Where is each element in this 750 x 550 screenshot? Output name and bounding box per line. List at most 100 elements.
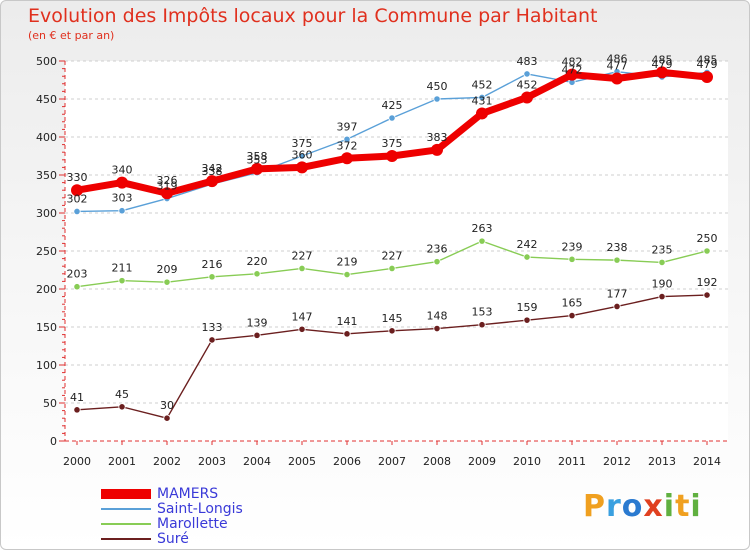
data-point-saint-longis (118, 207, 126, 215)
data-point-sur- (163, 414, 171, 422)
legend-swatch-mamers (101, 489, 151, 499)
y-tick-label: 400 (36, 131, 57, 144)
chart-title: Evolution des Impôts locaux pour la Comm… (28, 5, 598, 27)
data-point-sur- (73, 406, 81, 414)
data-label-marollette: 220 (247, 255, 268, 268)
data-label-marollette: 235 (652, 243, 673, 256)
data-label-marollette: 239 (562, 240, 583, 253)
data-point-sur- (568, 311, 576, 320)
data-label-mamers: 358 (247, 150, 268, 163)
data-label-sur-: 165 (562, 297, 583, 310)
data-label-saint-longis: 303 (112, 192, 133, 205)
legend-label-mamers: MAMERS (157, 486, 219, 502)
legend-label-saint-longis: Saint-Longis (157, 501, 243, 517)
x-tick-label: 2008 (423, 455, 451, 468)
data-point-saint-longis (523, 70, 531, 78)
data-label-sur-: 177 (607, 287, 628, 300)
data-label-mamers: 372 (337, 139, 358, 152)
x-tick-label: 2006 (333, 455, 361, 468)
data-label-marollette: 242 (517, 238, 538, 251)
data-label-mamers: 340 (112, 164, 133, 177)
data-label-sur-: 159 (517, 301, 538, 314)
data-label-saint-longis: 452 (472, 78, 493, 91)
data-label-marollette: 236 (427, 243, 448, 256)
data-point-saint-longis (433, 95, 441, 103)
data-point-marollette (523, 253, 531, 261)
proxiti-logo: Proxiti (583, 489, 702, 524)
y-tick-label: 350 (36, 169, 57, 182)
y-tick-label: 500 (36, 55, 57, 68)
data-label-sur-: 41 (70, 391, 84, 404)
data-point-saint-longis (73, 207, 81, 216)
data-label-sur-: 45 (115, 388, 129, 401)
data-label-saint-longis: 485 (697, 53, 718, 66)
data-point-mamers (611, 72, 623, 85)
data-point-marollette (658, 258, 666, 266)
data-label-marollette: 219 (337, 256, 358, 269)
data-point-mamers (206, 175, 218, 188)
data-point-sur- (253, 331, 261, 339)
x-tick-label: 2007 (378, 455, 406, 468)
data-point-sur- (478, 321, 486, 329)
legend-swatch-saint-longis (101, 508, 151, 510)
x-tick-label: 2000 (63, 455, 91, 468)
data-label-saint-longis: 338 (202, 165, 223, 178)
data-label-mamers: 452 (517, 78, 538, 91)
data-point-mamers (71, 184, 83, 197)
x-tick-label: 2014 (693, 455, 721, 468)
data-label-mamers: 342 (202, 162, 223, 175)
data-label-sur-: 139 (247, 316, 268, 329)
data-label-mamers: 330 (67, 171, 88, 184)
data-point-marollette (208, 273, 216, 281)
legend-label-sure: Suré (157, 531, 189, 547)
data-label-saint-longis: 425 (382, 99, 403, 112)
data-label-saint-longis: 450 (427, 80, 448, 93)
data-label-marollette: 203 (67, 268, 88, 281)
data-point-sur- (118, 403, 126, 411)
x-tick-label: 2010 (513, 455, 541, 468)
data-point-saint-longis (388, 114, 396, 122)
y-tick-label: 250 (36, 245, 57, 258)
chart-subtitle: (en € et par an) (28, 29, 115, 42)
data-point-marollette (343, 270, 351, 279)
data-label-marollette: 211 (112, 262, 133, 275)
data-label-sur-: 30 (160, 399, 174, 412)
data-point-sur- (343, 330, 351, 338)
y-tick-label: 150 (36, 321, 57, 334)
data-label-saint-longis: 483 (517, 55, 538, 68)
data-point-sur- (388, 327, 396, 335)
legend-swatch-sure (101, 538, 151, 540)
data-point-mamers (566, 68, 578, 81)
data-point-mamers (701, 70, 713, 83)
data-label-sur-: 153 (472, 306, 493, 319)
x-tick-label: 2004 (243, 455, 271, 468)
data-label-saint-longis: 472 (562, 63, 583, 76)
data-point-marollette (73, 283, 81, 291)
data-point-mamers (476, 107, 488, 120)
legend-swatch-marollette (101, 523, 151, 525)
data-label-marollette: 238 (607, 241, 628, 254)
data-point-sur- (208, 336, 216, 344)
data-label-saint-longis: 486 (607, 53, 628, 66)
data-label-saint-longis: 353 (247, 154, 268, 167)
data-point-marollette (298, 264, 306, 273)
data-label-marollette: 227 (382, 249, 403, 262)
y-tick-label: 100 (36, 359, 57, 372)
data-point-marollette (568, 255, 576, 263)
data-label-marollette: 227 (292, 249, 313, 262)
x-tick-label: 2005 (288, 455, 316, 468)
data-point-mamers (386, 150, 398, 162)
data-point-marollette (613, 256, 621, 264)
data-label-marollette: 250 (697, 232, 718, 245)
y-tick-label: 50 (43, 397, 57, 410)
data-point-sur- (433, 324, 441, 333)
data-point-marollette (253, 270, 261, 278)
data-label-mamers: 360 (292, 148, 313, 161)
data-point-marollette (118, 277, 126, 285)
data-label-saint-longis: 479 (652, 58, 673, 71)
data-point-marollette (478, 237, 486, 245)
data-point-mamers (161, 187, 173, 200)
data-label-saint-longis: 302 (67, 192, 88, 205)
